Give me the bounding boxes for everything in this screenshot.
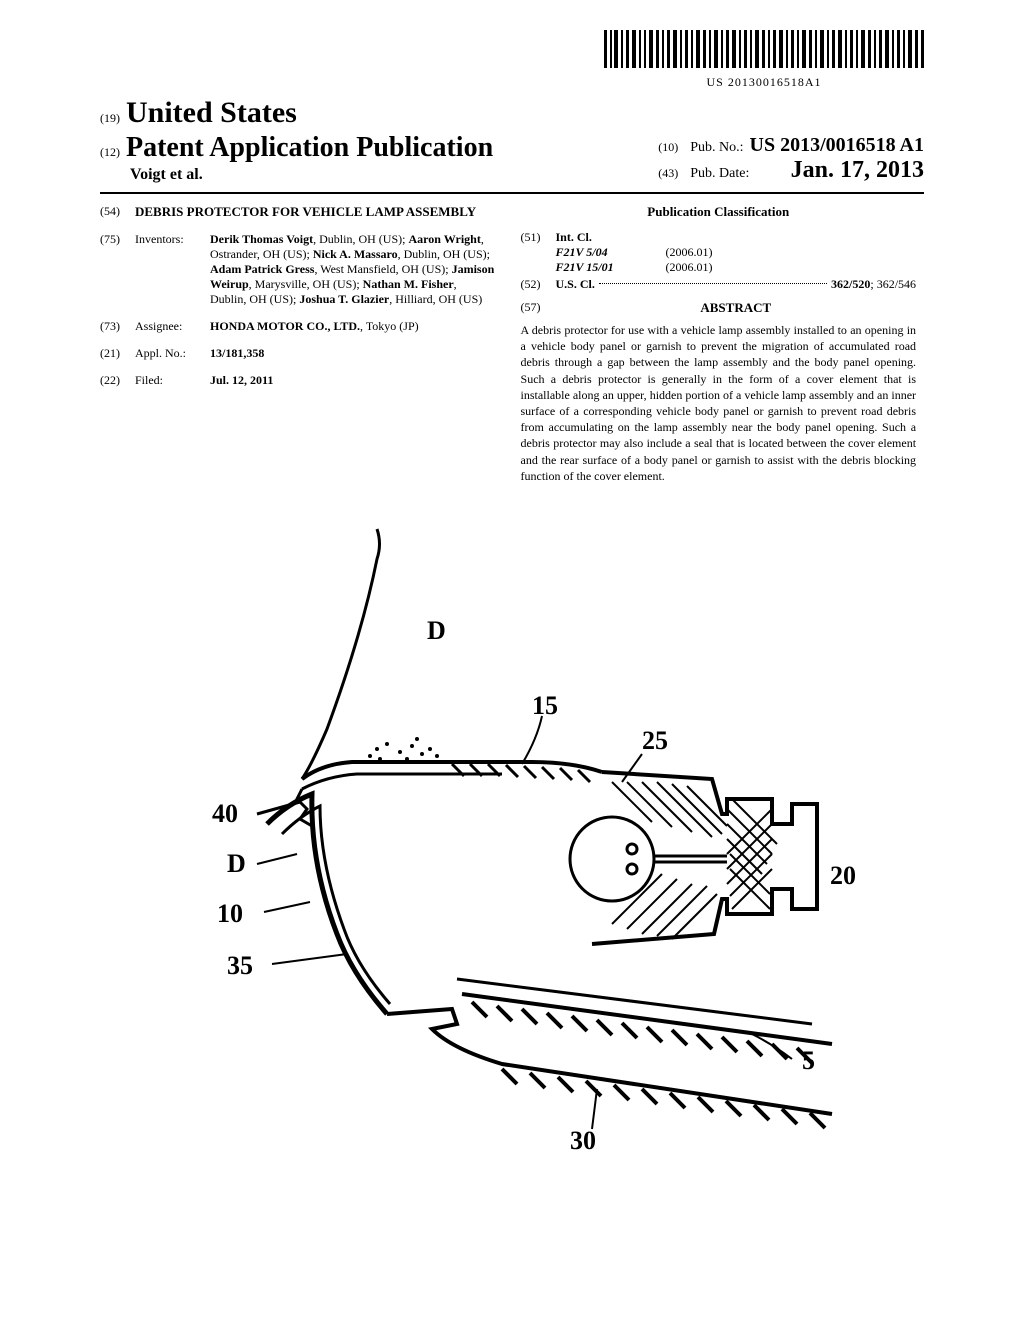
code-19: (19) xyxy=(100,111,120,126)
biblio-left-column: (54) DEBRIS PROTECTOR FOR VEHICLE LAMP A… xyxy=(100,204,496,484)
field-73: (73) Assignee: HONDA MOTOR CO., LTD., To… xyxy=(100,319,496,334)
inventors: Derik Thomas Voigt, Dublin, OH (US); Aar… xyxy=(210,232,496,307)
assignee-rest: , Tokyo (JP) xyxy=(360,319,419,333)
intcl-year-1: (2006.01) xyxy=(666,260,713,275)
classification-title: Publication Classification xyxy=(521,204,917,220)
barcode-svg xyxy=(604,30,924,68)
header-right: (10) Pub. No.: US 2013/0016518 A1 (43) P… xyxy=(658,134,924,184)
fig-label-D2: D xyxy=(227,849,246,878)
pub-no: US 2013/0016518 A1 xyxy=(750,134,924,157)
abstract-title: ABSTRACT xyxy=(556,300,917,316)
uscl-label: U.S. Cl. xyxy=(556,277,595,292)
barcode-number: US 20130016518A1 xyxy=(604,75,924,90)
header-left: (19) United States (12) Patent Applicati… xyxy=(100,96,493,184)
field-75-num: (75) xyxy=(100,232,135,307)
intcl-year-0: (2006.01) xyxy=(666,245,713,260)
field-75-label: Inventors: xyxy=(135,232,210,307)
field-21: (21) Appl. No.: 13/181,358 xyxy=(100,346,496,361)
code-43: (43) xyxy=(658,166,678,181)
fig-label-5: 5 xyxy=(802,1046,815,1075)
field-75: (75) Inventors: Derik Thomas Voigt, Dubl… xyxy=(100,232,496,307)
barcode-block: US 20130016518A1 xyxy=(100,30,924,91)
intcl-code-1: F21V 15/01 xyxy=(556,260,666,275)
code-12: (12) xyxy=(100,145,120,160)
bibliographic-block: (54) DEBRIS PROTECTOR FOR VEHICLE LAMP A… xyxy=(100,204,924,484)
assignee: HONDA MOTOR CO., LTD., Tokyo (JP) xyxy=(210,319,496,334)
fig-label-15: 15 xyxy=(532,691,558,720)
field-57-num: (57) xyxy=(521,300,556,322)
authors-short: Voigt et al. xyxy=(130,166,493,184)
figure: D 15 25 40 D 10 35 20 5 30 xyxy=(100,504,924,1159)
fig-label-25: 25 xyxy=(642,726,668,755)
fig-label-10: 10 xyxy=(217,899,243,928)
fig-label-30: 30 xyxy=(570,1126,596,1154)
field-51-num: (51) xyxy=(521,230,556,275)
field-21-num: (21) xyxy=(100,346,135,361)
field-22: (22) Filed: Jul. 12, 2011 xyxy=(100,373,496,388)
intcl-label: Int. Cl. xyxy=(556,230,592,244)
barcode: US 20130016518A1 xyxy=(604,30,924,90)
fig-label-20: 20 xyxy=(830,861,856,890)
field-57: (57) ABSTRACT A debris protector for use… xyxy=(521,300,917,484)
uscl-bold: 362/520 xyxy=(831,277,870,292)
figure-svg: D 15 25 40 D 10 35 20 5 30 xyxy=(152,504,872,1154)
uscl-rest: ; 362/546 xyxy=(870,277,916,292)
field-52: (52) U.S. Cl. 362/520; 362/546 xyxy=(521,277,917,292)
pub-date-label: Pub. Date: xyxy=(690,166,749,182)
field-73-label: Assignee: xyxy=(135,319,210,334)
country-name: United States xyxy=(126,96,297,130)
fig-label-35: 35 xyxy=(227,951,253,980)
code-10: (10) xyxy=(658,140,678,155)
appl-no: 13/181,358 xyxy=(210,346,264,360)
abstract-text: A debris protector for use with a vehicl… xyxy=(521,322,917,484)
field-51: (51) Int. Cl. F21V 5/04 (2006.01) F21V 1… xyxy=(521,230,917,275)
invention-title: DEBRIS PROTECTOR FOR VEHICLE LAMP ASSEMB… xyxy=(135,204,496,220)
publication-type: Patent Application Publication xyxy=(126,132,493,164)
assignee-name: HONDA MOTOR CO., LTD. xyxy=(210,319,360,333)
field-22-label: Filed: xyxy=(135,373,210,388)
filed-date: Jul. 12, 2011 xyxy=(210,373,273,387)
pub-date: Jan. 17, 2013 xyxy=(791,157,924,184)
field-22-num: (22) xyxy=(100,373,135,388)
fig-label-D1: D xyxy=(427,616,446,645)
fig-label-40: 40 xyxy=(212,799,238,828)
intcl-code-0: F21V 5/04 xyxy=(556,245,666,260)
header-block: (19) United States (12) Patent Applicati… xyxy=(100,96,924,194)
biblio-right-column: Publication Classification (51) Int. Cl.… xyxy=(521,204,917,484)
field-73-num: (73) xyxy=(100,319,135,334)
pub-no-label: Pub. No.: xyxy=(690,140,743,156)
uscl-dots xyxy=(599,283,827,284)
field-54-num: (54) xyxy=(100,204,135,220)
field-21-label: Appl. No.: xyxy=(135,346,210,361)
field-54: (54) DEBRIS PROTECTOR FOR VEHICLE LAMP A… xyxy=(100,204,496,220)
field-52-num: (52) xyxy=(521,277,556,292)
